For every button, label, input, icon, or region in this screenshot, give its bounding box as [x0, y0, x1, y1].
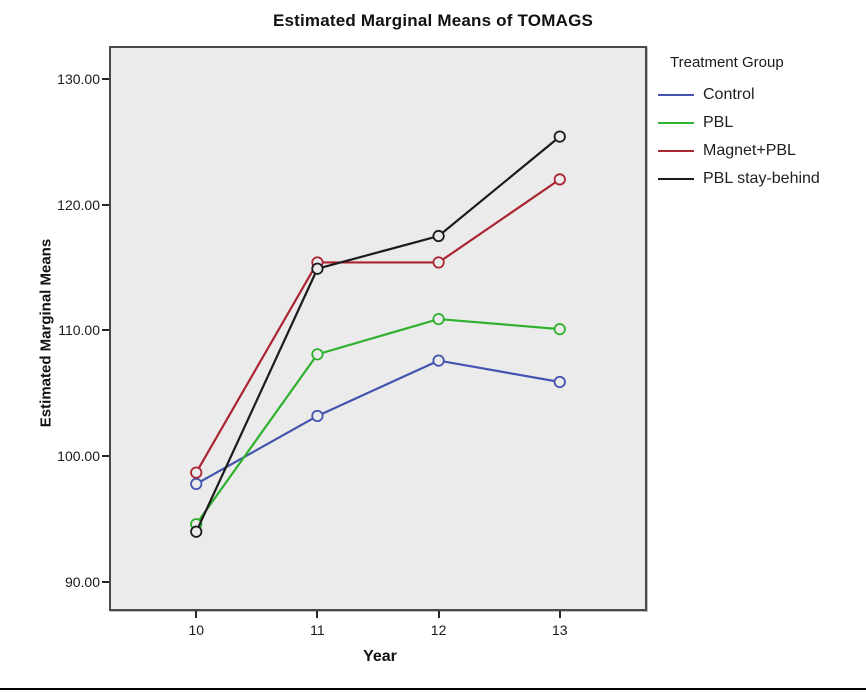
legend-line-swatch-pbl-stay-behind: [658, 178, 694, 180]
legend-line-swatch-magnet-pbl: [658, 150, 694, 152]
legend: Treatment Group Control PBL Magnet+PBL P…: [658, 54, 863, 193]
series-pbl: [190, 312, 566, 531]
y-tick-mark: [102, 203, 109, 206]
data-point-marker: [311, 262, 324, 275]
series-plot: [190, 130, 566, 538]
plot-area: [109, 46, 647, 611]
legend-item: PBL: [658, 109, 863, 137]
series-pbl-stay-behind: [190, 130, 566, 538]
y-tick-label: 110.00: [58, 322, 100, 339]
legend-line-swatch-control: [658, 94, 694, 96]
y-tick-mark: [102, 329, 109, 332]
x-tick-label: 10: [188, 622, 205, 638]
y-tick-label: 90.00: [64, 574, 100, 591]
legend-item: PBL stay-behind: [658, 165, 863, 193]
legend-item-label: Control: [703, 86, 755, 103]
legend-item-label: PBL stay-behind: [703, 170, 820, 187]
x-tick-mark: [437, 611, 440, 618]
chart-title: Estimated Marginal Means of TOMAGS: [272, 11, 594, 30]
legend-item-label: PBL: [703, 114, 734, 131]
bottom-divider: [0, 688, 866, 690]
legend-item: Magnet+PBL: [658, 137, 863, 165]
y-tick-mark: [102, 77, 109, 80]
data-point-marker: [311, 348, 324, 361]
data-point-marker: [432, 229, 445, 243]
data-point-marker: [190, 466, 203, 479]
data-point-marker: [311, 409, 324, 423]
x-axis-title: Year: [363, 648, 397, 665]
series-magnet-pbl: [190, 173, 566, 479]
data-point-marker: [190, 525, 203, 538]
y-tick-mark: [102, 455, 109, 458]
data-point-marker: [432, 354, 445, 367]
y-tick-label: 100.00: [57, 448, 100, 465]
data-point-marker: [553, 173, 566, 186]
legend-line-swatch-pbl: [658, 122, 694, 124]
x-tick-label: 11: [310, 622, 325, 638]
x-tick-mark: [316, 611, 319, 618]
legend-item-label: Magnet+PBL: [703, 142, 796, 159]
data-point-marker: [190, 477, 203, 491]
series-control: [190, 354, 566, 491]
legend-item: Control: [658, 81, 863, 109]
x-tick-label: 13: [551, 622, 568, 638]
y-tick-mark: [102, 581, 109, 584]
data-point-marker: [553, 323, 566, 336]
data-point-marker: [553, 130, 566, 143]
y-tick-label: 130.00: [57, 70, 100, 87]
x-tick-mark: [558, 611, 561, 618]
x-tick-mark: [195, 611, 198, 618]
legend-title: Treatment Group: [670, 54, 784, 71]
data-point-marker: [432, 312, 445, 326]
y-tick-label: 120.00: [57, 196, 100, 213]
data-point-marker: [553, 375, 566, 389]
data-point-marker: [432, 256, 445, 269]
x-tick-label: 12: [430, 622, 447, 638]
